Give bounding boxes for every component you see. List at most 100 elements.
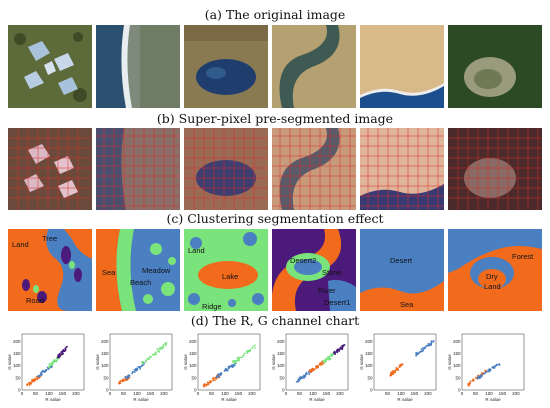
scatter-point — [334, 351, 336, 354]
scatter-point — [319, 362, 322, 364]
y-tick-label: 100 — [189, 363, 197, 368]
scatter-point — [153, 353, 156, 355]
superpixel-image-1 — [8, 128, 92, 210]
scatter-point — [299, 377, 301, 380]
scatter-point — [230, 365, 233, 368]
seg-label: Tree — [42, 234, 57, 243]
scatter-point — [249, 348, 252, 351]
superpixel-image-3 — [184, 128, 268, 210]
plot-area — [197, 333, 261, 391]
scatter-point — [498, 363, 501, 366]
scatter-point — [28, 384, 31, 386]
scatter-point — [204, 383, 206, 386]
x-tick-label: 50 — [209, 391, 215, 396]
scatter-point — [487, 369, 490, 371]
x-tick-label: 200 — [72, 391, 80, 396]
y-tick-label: 200 — [101, 339, 109, 344]
scatter-point — [329, 357, 332, 360]
scatter-point — [224, 369, 226, 372]
scatter-point — [209, 381, 212, 384]
seg-label: Meadow — [142, 266, 171, 275]
y-tick-label: 50 — [15, 375, 21, 380]
scatter-point — [56, 359, 58, 362]
seg-label: Desert — [390, 256, 413, 265]
scatter-point — [389, 374, 392, 376]
scatter-point — [420, 348, 423, 350]
scatter-point — [48, 366, 51, 369]
original-image-5 — [360, 25, 444, 108]
scatter-point — [330, 355, 333, 357]
scatter-point — [254, 344, 256, 347]
scatter-point — [207, 382, 210, 384]
scatter-point — [210, 380, 213, 383]
scatter-point — [391, 371, 394, 374]
scatter-point — [135, 369, 138, 372]
y-axis-label: G value — [448, 354, 452, 370]
segmentation-map-4: Desert2 Stone River Desert1 — [272, 229, 356, 311]
y-tick-label: 50 — [367, 375, 373, 380]
scatter-point — [142, 362, 145, 365]
scatter-point — [390, 371, 393, 374]
y-axis-label: G value — [272, 354, 276, 370]
x-tick-label: 200 — [336, 391, 344, 396]
scatter-point — [45, 369, 48, 371]
scatter-point — [297, 380, 300, 382]
scatter-point — [228, 366, 231, 369]
x-tick-label: 50 — [121, 391, 127, 396]
scatter-point — [251, 347, 253, 349]
scatter-point — [242, 355, 244, 357]
y-tick-label: 0 — [282, 388, 285, 393]
scatter-point — [415, 354, 417, 357]
scatter-point — [309, 371, 312, 374]
y-tick-label: 150 — [453, 351, 461, 356]
scatter-point — [488, 370, 491, 373]
scatter-point — [308, 373, 311, 375]
scatter-point — [478, 375, 481, 378]
scatter-point — [217, 376, 219, 378]
y-axis-label: G value — [184, 354, 188, 370]
scatter-point — [124, 375, 127, 378]
seg-label: Forest — [512, 252, 534, 261]
x-axis-label: R value — [309, 397, 325, 402]
y-tick-label: 100 — [101, 363, 109, 368]
scatter-point — [136, 368, 139, 370]
scatter-point — [325, 360, 328, 362]
scatter-point — [324, 357, 327, 360]
seg-label: Stone — [322, 268, 342, 277]
scatter-point — [247, 350, 249, 353]
scatter-point — [303, 377, 306, 379]
x-tick-label: 150 — [411, 391, 419, 396]
scatter-point — [241, 356, 243, 359]
scatter-point — [146, 357, 149, 360]
x-tick-label: 100 — [309, 391, 317, 396]
seg-label: River — [318, 286, 336, 295]
scatter-point — [58, 356, 60, 359]
scatter-point — [155, 351, 157, 353]
title-superpixel: (b) Super-pixel pre-segmented image — [156, 111, 394, 126]
scatter-point — [63, 350, 66, 353]
seg-label: Desert2 — [290, 256, 316, 265]
scatter-point — [51, 363, 54, 366]
seg-label: Land — [188, 246, 205, 255]
y-tick-label: 0 — [370, 388, 373, 393]
seg-label: Land — [12, 240, 29, 249]
seg-label: Desert1 — [324, 298, 350, 307]
scatter-point — [334, 353, 336, 355]
scatter-point — [48, 365, 51, 367]
scatter-point — [205, 384, 208, 387]
x-tick-label: 50 — [473, 391, 479, 396]
scatter-point — [160, 348, 163, 350]
segmentation-map-5: Desert Sea — [360, 229, 444, 311]
x-axis-label: R value — [397, 397, 413, 402]
scatter-point — [469, 380, 472, 383]
scatter-point — [425, 345, 428, 347]
scatter-point — [497, 363, 499, 366]
seg-label: Land — [484, 282, 501, 291]
x-tick-label: 50 — [297, 391, 303, 396]
scatter-point — [338, 348, 341, 351]
scatter-point — [217, 373, 220, 375]
segmentation-map-1: Land Tree Road — [8, 229, 92, 311]
scatter-point — [44, 371, 46, 373]
scatter-point — [118, 382, 121, 385]
